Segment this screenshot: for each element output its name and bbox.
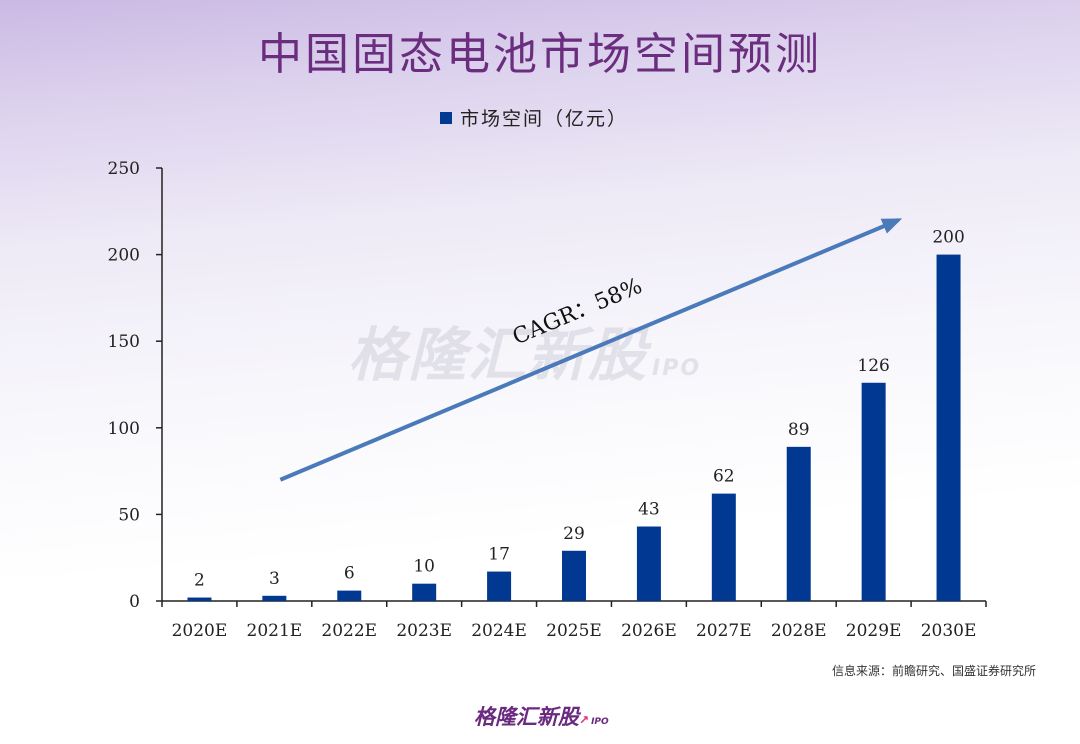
- x-tick-label: 2024E: [471, 621, 527, 641]
- watermark-text: 格隆汇新股: [348, 321, 649, 389]
- bar: [187, 597, 212, 601]
- data-label: 89: [788, 420, 810, 440]
- x-tick-label: 2030E: [921, 621, 977, 641]
- bar: [562, 550, 586, 601]
- bars: [187, 254, 961, 601]
- cagr-annotation: CAGR：58%: [279, 218, 903, 482]
- y-tick-label: 0: [129, 592, 140, 612]
- y-tick-label: 50: [118, 505, 140, 525]
- bar: [636, 526, 661, 601]
- watermark-suffix: IPO: [652, 356, 702, 381]
- data-label: 43: [638, 500, 660, 520]
- data-label: 10: [413, 557, 435, 577]
- x-tick-label: 2020E: [172, 621, 228, 641]
- bar: [936, 254, 961, 601]
- watermark: 格隆汇新股 IPO: [348, 308, 701, 392]
- bar: [262, 595, 287, 601]
- x-tick-label: 2021E: [247, 621, 303, 641]
- x-tick-label: 2029E: [846, 621, 902, 641]
- trend-arrow-icon: ↗: [579, 713, 590, 727]
- cagr-arrow-head: [880, 218, 903, 234]
- y-tick-label: 200: [108, 246, 140, 266]
- data-label: 6: [344, 564, 355, 584]
- bar: [711, 493, 736, 601]
- data-label: 2: [194, 571, 205, 591]
- cagr-label: CAGR：58%: [509, 274, 646, 350]
- bar: [337, 590, 362, 601]
- bar: [861, 382, 886, 601]
- legend: 市场空间（亿元）: [440, 104, 628, 131]
- source-note: 信息来源：前瞻研究、国盛证券研究所: [831, 664, 1036, 678]
- axes: 0 50 100 150 200 250 2020E 2021E 2022E 2023E 2024E…: [108, 159, 987, 641]
- chart-title: 中国固态电池市场空间预测: [258, 29, 822, 80]
- x-tick-label: 2028E: [771, 621, 827, 641]
- data-label: 17: [488, 545, 510, 565]
- y-tick-label: 150: [108, 332, 140, 352]
- x-tick-label: 2027E: [696, 621, 752, 641]
- y-tick-label: 250: [108, 159, 140, 179]
- legend-swatch: [440, 111, 452, 124]
- bar: [487, 571, 512, 601]
- footer-logo: 格隆汇新股↗ IPO: [474, 701, 609, 731]
- x-tick-label: 2025E: [546, 621, 602, 641]
- bar: [412, 583, 437, 601]
- x-tick-label: 2026E: [621, 621, 677, 641]
- y-tick-label: 100: [108, 419, 140, 439]
- x-tick-label: 2022E: [321, 621, 377, 641]
- data-label: 126: [857, 356, 889, 376]
- data-label: 3: [269, 569, 280, 589]
- cagr-arrow-line: [279, 218, 900, 482]
- data-label: 29: [563, 524, 585, 544]
- logo-text: 格隆汇新股: [474, 705, 579, 729]
- x-tick-label: 2023E: [396, 621, 452, 641]
- logo-suffix: IPO: [591, 717, 609, 727]
- legend-label: 市场空间（亿元）: [460, 108, 629, 130]
- data-label: 200: [932, 228, 964, 248]
- bar: [786, 446, 811, 601]
- data-labels: 2 3 6 10 17 29 43 62 89 126 200: [194, 228, 965, 591]
- data-label: 62: [713, 467, 735, 487]
